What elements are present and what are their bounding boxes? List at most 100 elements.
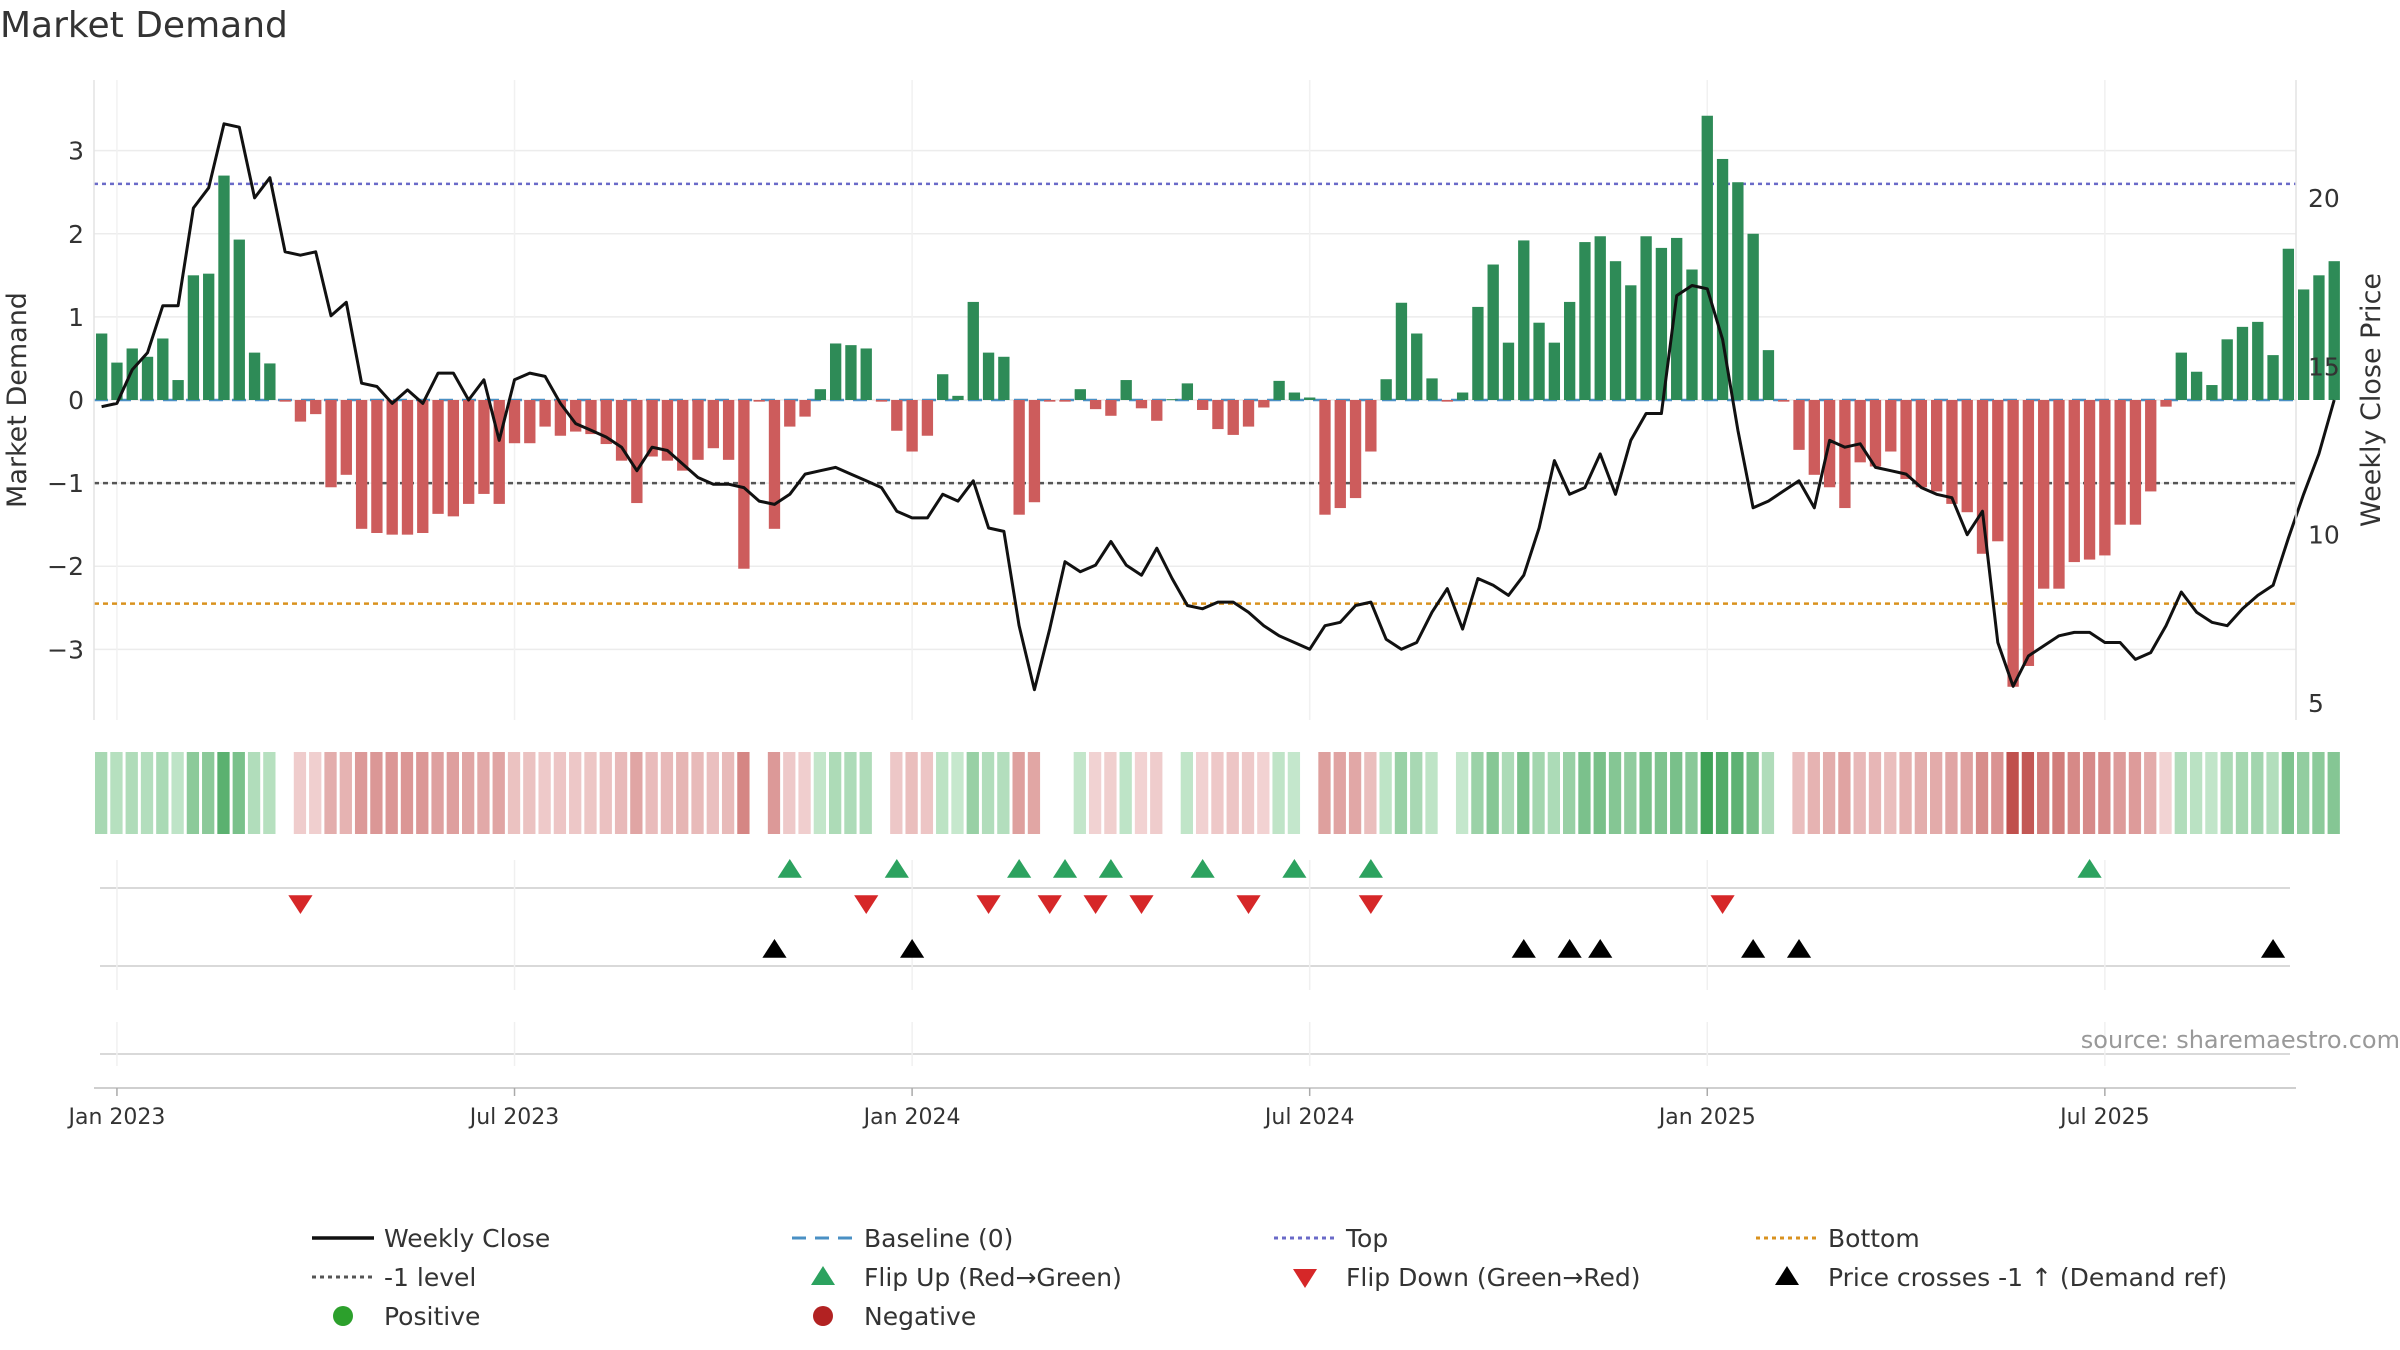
price-cross-marker <box>1588 939 1613 958</box>
heat-cell <box>2067 752 2080 834</box>
demand-bar <box>111 362 123 400</box>
heat-cell <box>1501 752 1515 834</box>
heat-cell <box>2128 752 2142 834</box>
heat-cell <box>370 752 383 834</box>
heat-cell <box>936 752 949 834</box>
demand-bar <box>2297 289 2310 400</box>
flip-up-marker <box>1282 859 1307 878</box>
heat-cell <box>492 752 505 834</box>
demand-bar <box>600 400 612 445</box>
heat-cell <box>660 752 674 834</box>
demand-bar <box>508 400 521 444</box>
heat-cell <box>1991 752 2004 834</box>
heat-cell <box>1104 752 1117 834</box>
x-tick-label: Jul 2023 <box>468 1105 560 1130</box>
demand-bar <box>141 356 154 400</box>
heat-cell <box>1043 752 1056 834</box>
y2-tick-label: 15 <box>2308 352 2340 381</box>
legend-item: Weekly Close <box>312 1224 550 1253</box>
demand-bar <box>2282 248 2295 400</box>
demand-bar <box>1839 400 1851 509</box>
heat-cell <box>1303 752 1316 834</box>
heat-cell <box>446 752 459 834</box>
demand-bar <box>829 343 842 400</box>
heat-cell <box>2021 752 2035 834</box>
heat-cell <box>293 752 307 834</box>
heat-cell <box>1670 752 1683 834</box>
heat-cell <box>951 752 964 834</box>
heat-cell <box>232 752 245 834</box>
heat-cell <box>1761 752 1775 834</box>
demand-bar <box>172 380 184 400</box>
heat-cell <box>507 752 521 834</box>
demand-bar <box>707 400 719 449</box>
heat-cell <box>676 752 689 834</box>
price-cross-marker <box>1786 939 1812 958</box>
y2-tick-label: 5 <box>2308 689 2324 718</box>
heat-cell <box>1807 752 1820 834</box>
demand-bar <box>814 389 827 400</box>
demand-bar <box>891 400 903 431</box>
weekly-close-polyline <box>101 122 2336 692</box>
legend-item: Positive <box>333 1302 480 1331</box>
heat-cell <box>431 752 444 834</box>
heat-cell <box>1792 752 1805 834</box>
heat-cell <box>1884 752 1897 834</box>
demand-bar <box>1242 400 1255 427</box>
demand-bar <box>1762 350 1775 400</box>
price-cross-marker <box>2260 939 2286 958</box>
heat-cell <box>2098 752 2111 834</box>
legend-swatch <box>1293 1269 1317 1288</box>
x-tick-label: Jan 2023 <box>66 1105 165 1130</box>
demand-bar <box>1930 400 1943 492</box>
heat-cell <box>140 752 154 834</box>
demand-bar <box>875 400 888 402</box>
heat-cell <box>1593 752 1606 834</box>
heat-cell <box>1180 752 1193 834</box>
flip-up-marker <box>1098 859 1123 878</box>
heat-cell <box>584 752 597 834</box>
heat-cell <box>400 752 414 834</box>
source-label: source: sharemaestro.com <box>2081 1026 2400 1054</box>
demand-bar <box>95 333 108 400</box>
price-cross-marker <box>1741 939 1766 958</box>
legend-item: Negative <box>813 1302 976 1331</box>
y-tick-label: 2 <box>68 220 84 249</box>
demand-bar <box>2129 400 2142 525</box>
heat-cell <box>1746 752 1759 834</box>
heat-cell <box>1624 752 1637 834</box>
demand-bar <box>1655 247 1668 400</box>
flip-down-marker <box>976 895 1001 914</box>
heat-cell <box>2037 752 2050 834</box>
demand-bar <box>1365 400 1377 452</box>
y-tick-label: −1 <box>47 469 84 498</box>
flip-up-marker <box>1190 859 1215 878</box>
heat-cell <box>1685 752 1698 834</box>
heat-cell <box>186 752 200 834</box>
heat-cell <box>385 752 398 834</box>
demand-bar <box>2145 400 2157 492</box>
weekly-close-line <box>101 122 2336 692</box>
heat-cell <box>813 752 826 834</box>
demand-bar <box>677 400 689 471</box>
price-cross-marker <box>900 939 925 958</box>
x-tick-label: Jan 2024 <box>862 1105 961 1130</box>
heat-cell <box>1241 752 1255 834</box>
demand-bar <box>1747 233 1759 400</box>
heat-cell <box>553 752 567 834</box>
heat-cell <box>1394 752 1408 834</box>
demand-bar <box>1472 306 1484 400</box>
y2-axis-label: Weekly Close Price <box>2356 273 2387 527</box>
x-axis: Jan 2023 Jul 2023 Jan 2024 Jul 2024 Jan 2025… <box>66 1087 2296 1130</box>
heat-cell <box>752 752 765 834</box>
heat-cell <box>2251 752 2264 834</box>
heat-cell <box>1822 752 1836 834</box>
heat-cell <box>645 752 658 834</box>
heat-cell <box>1715 752 1729 834</box>
heat-cell <box>798 752 811 834</box>
demand-bar <box>447 400 460 517</box>
heat-cell <box>1532 752 1545 834</box>
demand-bar <box>753 400 765 402</box>
demand-bar <box>432 400 444 514</box>
